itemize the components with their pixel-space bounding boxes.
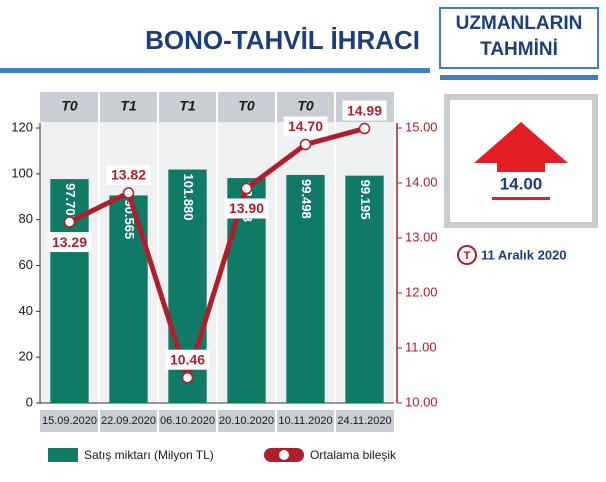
x-tick-label: 15.09.2020: [42, 415, 97, 427]
y2-tick-label: 10.00: [405, 394, 438, 409]
y-tick-label: 80: [19, 211, 33, 226]
x-tick-label: 22.09.2020: [101, 415, 156, 427]
period-label: T0: [238, 98, 255, 114]
title-rule: [0, 68, 430, 73]
y-tick-label: 20: [19, 349, 33, 364]
period-label: T1: [179, 98, 196, 114]
y2-tick-label: 11.00: [405, 339, 437, 354]
forecast-arrow: [474, 122, 568, 172]
legend-label: Ortalama bileşik: [310, 448, 397, 462]
line-label-box: [283, 116, 328, 137]
date-icon: [457, 245, 477, 265]
y-tick-label: 60: [19, 257, 33, 272]
forecast-date: 11 Aralık 2020: [481, 247, 567, 262]
line-marker: [358, 122, 371, 135]
bar-value-label: 99.195: [358, 180, 373, 220]
line-marker: [299, 138, 312, 151]
legend-swatch: [48, 448, 78, 462]
line-label-box: [342, 100, 387, 121]
panel-title-box: [439, 7, 599, 69]
line-value-label: 10.46: [170, 351, 205, 367]
line-marker: [240, 182, 253, 195]
line-value-label: 13.90: [229, 200, 264, 216]
line-label-box: [224, 198, 269, 219]
period-label: T0: [297, 98, 314, 114]
forecast-value: 14.00: [500, 174, 543, 193]
y-tick-label: 120: [11, 119, 33, 134]
legend-label: Satış miktarı (Milyon TL): [84, 448, 214, 462]
line-value-label: 13.29: [52, 234, 87, 250]
line-marker: [63, 216, 76, 228]
bar-value-label: 101.880: [181, 174, 196, 221]
y-tick-label: 100: [11, 165, 33, 180]
line-label-box: [47, 232, 92, 253]
y2-tick-label: 14.00: [405, 174, 438, 189]
date-icon-text: T: [464, 250, 471, 262]
line-label-box: [165, 349, 210, 370]
bar-value-label: 97.707: [63, 183, 78, 223]
line-value-label: 14.99: [347, 102, 382, 118]
period-label: T1: [120, 98, 137, 114]
line-label-box: [106, 164, 151, 185]
x-tick-label: 20.10.2020: [219, 415, 274, 427]
y2-tick-label: 13.00: [405, 229, 438, 244]
legend-marker: [279, 450, 289, 460]
line-value-label: 14.70: [288, 118, 323, 134]
line-marker: [122, 187, 135, 199]
period-label: T0: [61, 98, 78, 114]
bar: [286, 174, 325, 403]
y2-tick-label: 15.00: [405, 119, 438, 134]
x-tick-label: 06.10.2020: [160, 415, 215, 427]
panel-title: TAHMİNİ: [480, 39, 558, 60]
x-tick-label: 10.11.2020: [278, 415, 332, 427]
y-tick-label: 40: [19, 303, 33, 318]
line: [68, 126, 366, 381]
panel-title: UZMANLARIN: [456, 13, 583, 34]
line-marker: [181, 371, 194, 384]
y2-tick-label: 12.00: [405, 284, 438, 299]
bar-value-label: 99.498: [299, 179, 314, 219]
bar: [345, 175, 384, 403]
panel-rule: [440, 75, 598, 80]
chart-title: BONO-TAHVİL İHRACI: [145, 25, 420, 55]
forecast-rule: [492, 197, 550, 200]
plot: T0 15.09.2020 T1 22.09.2020 T1 06.10.2020 T0 20…: [11, 92, 438, 462]
y-tick-label: 0: [26, 394, 33, 409]
line-value-label: 13.82: [111, 167, 146, 183]
x-tick-label: 24.11.2020: [337, 415, 391, 427]
